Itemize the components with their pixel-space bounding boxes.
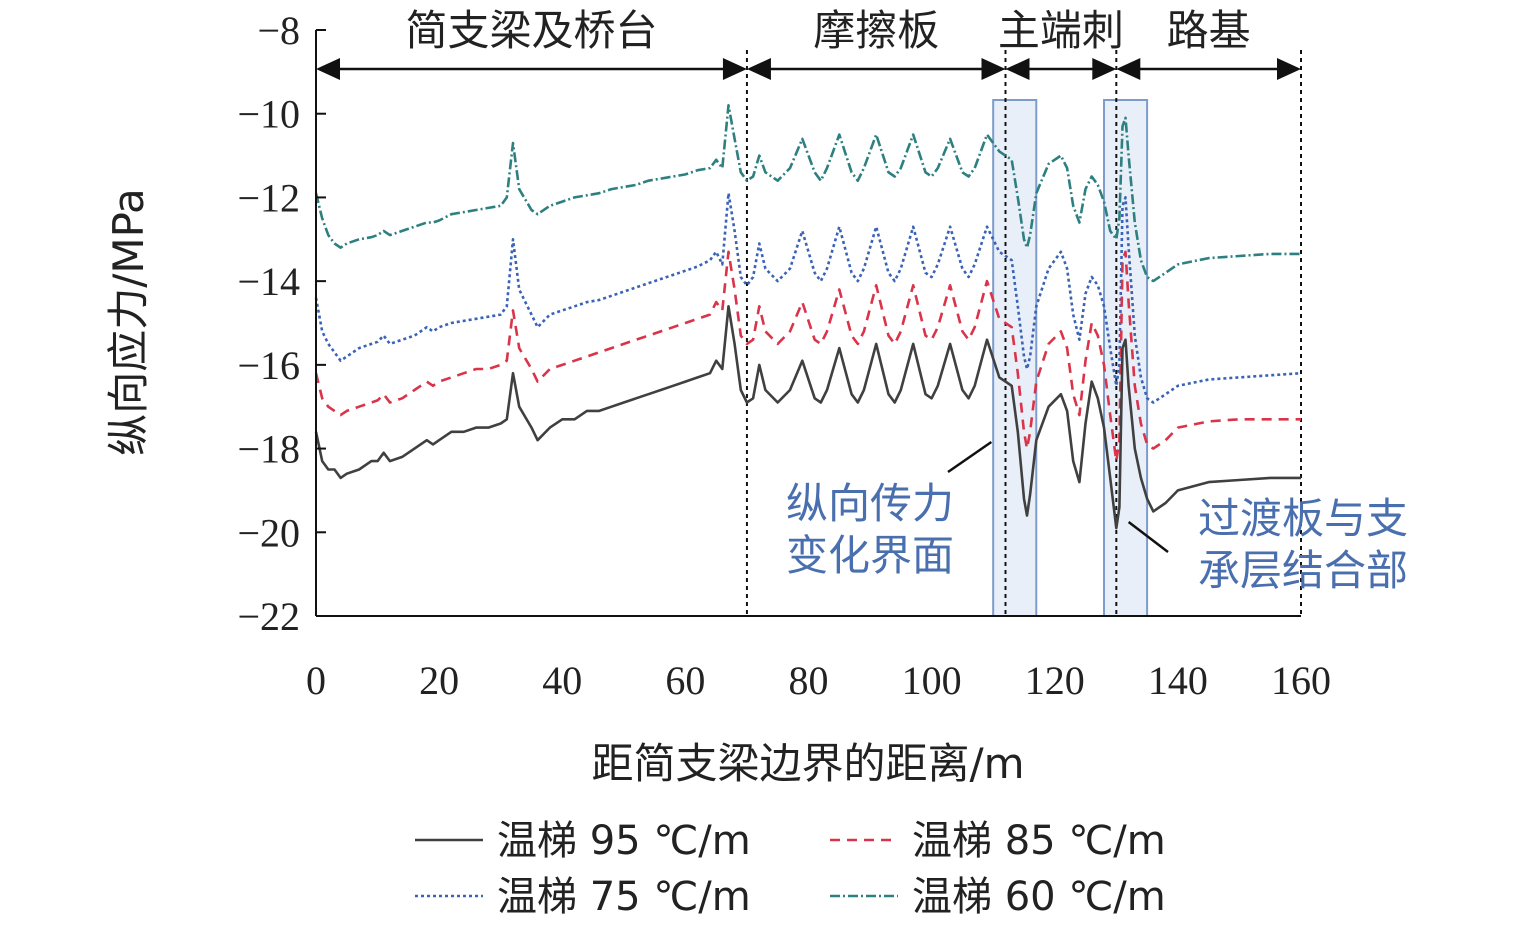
legend-label-2: 温梯 75 ℃/m [497,874,751,920]
x-tick-label: 60 [665,658,705,703]
y-tick-label: −8 [257,8,300,53]
section-arrow-head-right [1092,58,1117,80]
x-tick-label: 160 [1271,658,1331,703]
y-tick-label: −10 [237,92,300,137]
legend: 温梯 95 ℃/m 温梯 85 ℃/m 温梯 75 ℃/m 温梯 60 ℃/m [415,818,1166,920]
annotation-text-1: 过渡板与支 [1198,494,1408,543]
section-arrow-head-left [746,58,771,80]
axes: −22 −20 −18 −16 −14 −12 −10 −8 0 20 40 60 80 100 120 14… [237,8,1331,703]
y-tick-label: −22 [237,594,300,639]
x-axis-label: 距简支梁边界的距离/m [591,739,1024,788]
section-label: 摩擦板 [813,6,939,55]
y-tick-label: −16 [237,343,300,388]
legend-label-3: 温梯 60 ℃/m [912,874,1166,920]
x-tick-label: 100 [902,658,962,703]
series-line-1 [314,250,1301,463]
y-tick-label: −18 [237,427,300,472]
section-arrow-head-left [316,58,340,80]
series-lines [314,104,1302,530]
annotation-text-1: 承层结合部 [1198,546,1408,595]
section-label: 路基 [1167,6,1251,55]
x-tick-label: 0 [306,658,326,703]
legend-label-0: 温梯 95 ℃/m [497,818,751,864]
annotation-text-0: 变化界面 [786,531,954,580]
section-boundaries [745,50,1302,616]
legend-label-1: 温梯 85 ℃/m [912,818,1166,864]
section-arrow-head-left [1116,58,1141,80]
annotation-text-0: 纵向传力 [786,479,954,528]
x-tick-label: 140 [1148,658,1208,703]
series-line-3 [314,104,1301,283]
x-tick-label: 120 [1025,658,1085,703]
annotation-leader-0 [947,440,993,474]
series-line-0 [314,305,1301,530]
y-tick-label: −14 [237,259,300,304]
section-arrow-head-right [981,58,1006,80]
y-axis-label: 纵向应力/MPa [104,188,153,456]
series-line-2 [314,191,1302,404]
annotation-leader-1 [1127,521,1169,553]
section-labels: 简支梁及桥台 摩擦板 主端刺 路基 [316,6,1301,80]
x-tick-label: 20 [419,658,459,703]
x-tick-label: 40 [542,658,582,703]
y-tick-label: −12 [237,175,300,220]
y-tick-label: −20 [237,510,300,555]
x-tick-label: 80 [789,658,829,703]
section-label: 主端刺 [998,6,1124,55]
section-arrow-head-right [1277,58,1301,80]
section-label: 简支梁及桥台 [405,6,657,55]
section-arrow-head-left [1005,58,1030,80]
section-arrow-head-right [722,58,747,80]
